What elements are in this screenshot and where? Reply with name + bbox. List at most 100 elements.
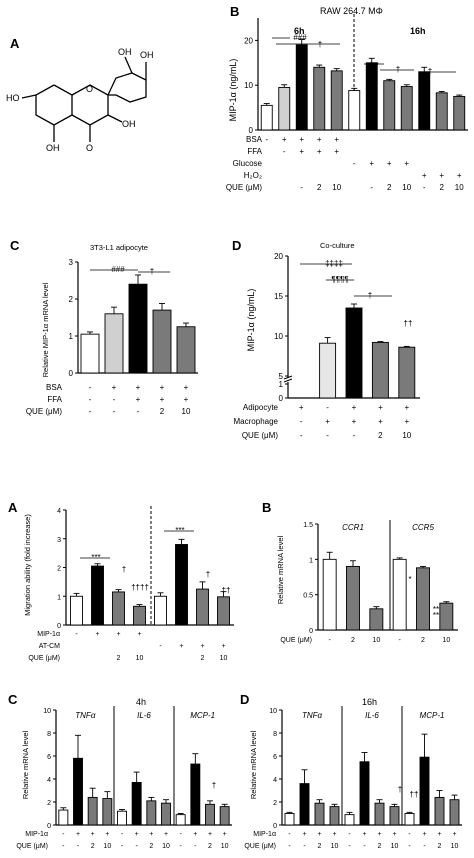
row-mark: 10 xyxy=(402,183,411,192)
row-mark: + xyxy=(160,383,165,392)
row-label: QUE (μM) xyxy=(26,407,62,416)
y-tick-label: 1 xyxy=(279,380,284,389)
row-label: Macrophage xyxy=(234,417,279,426)
row-label: FFA xyxy=(47,395,62,404)
subtitle-6h: 6h xyxy=(294,26,305,36)
significance-mark: †† xyxy=(410,790,419,799)
y-axis-label-c: Relative MIP-1α mRNA level xyxy=(41,282,50,377)
y-tick-label: 0 xyxy=(57,623,61,630)
atom-label: OH xyxy=(122,119,136,129)
bar xyxy=(359,761,370,826)
y-tick-label: 4 xyxy=(57,508,61,515)
row-mark: - xyxy=(62,831,65,838)
bar xyxy=(439,602,454,631)
y-tick-label: 3 xyxy=(57,537,61,544)
bar xyxy=(383,80,396,131)
row-mark: 10 xyxy=(221,843,229,850)
bar xyxy=(398,346,416,399)
row-mark: + xyxy=(91,831,95,838)
row-mark: - xyxy=(326,403,329,412)
row-mark: 10 xyxy=(402,431,411,440)
y-tick-label: 6 xyxy=(47,754,51,761)
row-mark: + xyxy=(422,831,426,838)
row-mark: 2 xyxy=(318,843,322,850)
row-mark: + xyxy=(302,831,306,838)
y-tick-label: 0 xyxy=(249,126,254,135)
y-tick-label: 5 xyxy=(279,372,284,381)
row-mark: + xyxy=(221,643,225,650)
bar xyxy=(404,813,415,826)
significance-mark: † xyxy=(398,785,402,794)
y-axis-label-bd: Relative mRNA level xyxy=(249,730,258,799)
significance-mark: ¶¶¶¶ xyxy=(331,275,348,284)
bar xyxy=(419,756,430,826)
bar xyxy=(87,796,98,826)
panel-title-top-c: 3T3-L1 adipocyte xyxy=(90,243,148,252)
row-mark: - xyxy=(300,183,303,192)
row-mark: 10 xyxy=(220,655,228,662)
row-mark: - xyxy=(89,407,92,416)
bar xyxy=(190,763,201,826)
row-mark: - xyxy=(283,147,286,156)
row-mark: 2 xyxy=(378,431,383,440)
y-tick-label: 0 xyxy=(309,628,313,635)
y-tick-label: 1 xyxy=(57,594,61,601)
row-mark: 2 xyxy=(421,637,425,644)
bar xyxy=(175,544,188,626)
row-mark: - xyxy=(113,407,116,416)
row-mark: + xyxy=(208,831,212,838)
bar xyxy=(374,802,385,826)
row-mark: - xyxy=(62,843,65,850)
panel-letter-top-c: C xyxy=(10,238,20,253)
row-mark: + xyxy=(137,631,141,638)
row-mark: - xyxy=(398,637,401,644)
panel-letter-top-d: D xyxy=(232,238,241,253)
row-mark: + xyxy=(404,403,409,412)
gene-label: CCR5 xyxy=(412,523,434,532)
significance-mark: *** xyxy=(91,553,100,562)
row-mark: - xyxy=(326,431,329,440)
row-label: QUE (μM) xyxy=(28,655,60,662)
significance-mark: † xyxy=(150,267,154,276)
bar xyxy=(345,307,363,399)
atom-label: O xyxy=(86,143,93,153)
row-mark: + xyxy=(299,135,304,144)
row-mark: + xyxy=(193,831,197,838)
row-label: QUE (μM) xyxy=(280,637,312,644)
y-tick-label: 10 xyxy=(269,708,277,715)
y-tick-label: 1.5 xyxy=(303,522,313,529)
y-tick-label: 0 xyxy=(279,394,284,403)
row-mark: + xyxy=(200,643,204,650)
bar xyxy=(319,342,337,399)
bar xyxy=(146,800,157,826)
panel-letter-bottom-b: B xyxy=(262,500,271,515)
panel-letter-bottom-d: D xyxy=(240,692,249,707)
row-mark: + xyxy=(317,147,322,156)
row-mark: - xyxy=(135,843,138,850)
gene-label: MCP-1 xyxy=(420,711,445,720)
row-mark: 10 xyxy=(182,407,191,416)
row-mark: 2 xyxy=(208,843,212,850)
row-mark: + xyxy=(76,831,80,838)
row-mark: 2 xyxy=(91,843,95,850)
gene-label: IL-6 xyxy=(137,711,151,720)
bar xyxy=(330,70,343,131)
bar xyxy=(102,798,113,826)
bar xyxy=(104,313,124,374)
y-tick-label: 4 xyxy=(47,777,51,784)
row-mark: - xyxy=(328,637,331,644)
bar xyxy=(91,565,104,626)
significance-mark: † xyxy=(318,40,322,49)
significance-mark: * xyxy=(408,575,411,584)
row-mark: - xyxy=(300,417,303,426)
row-mark: + xyxy=(334,135,339,144)
row-mark: - xyxy=(179,831,182,838)
bar xyxy=(418,71,431,131)
row-mark: 10 xyxy=(331,843,339,850)
row-mark: + xyxy=(332,831,336,838)
bar xyxy=(112,591,125,626)
row-label: BSA xyxy=(246,135,263,144)
gene-label: TNFα xyxy=(75,711,96,720)
significance-mark: ### xyxy=(293,33,307,42)
